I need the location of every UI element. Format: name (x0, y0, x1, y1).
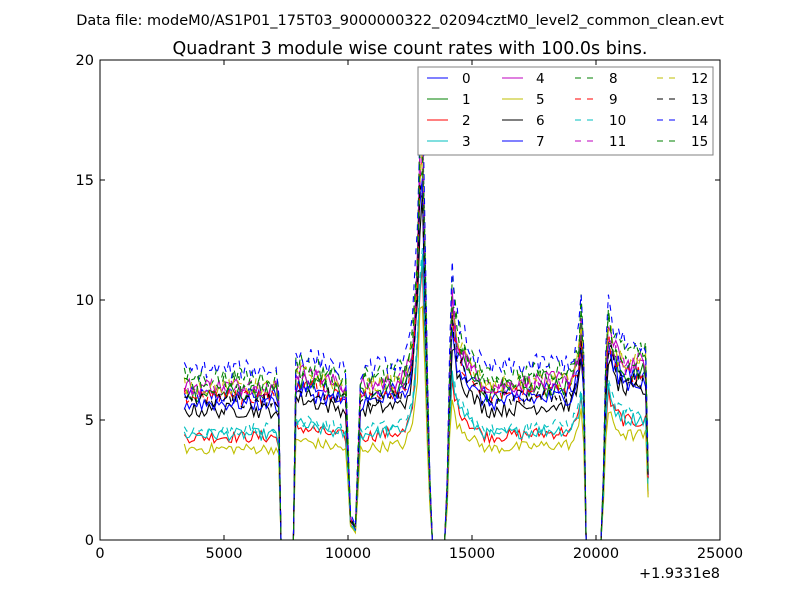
legend-label-1: 1 (462, 92, 471, 108)
legend-label-8: 8 (609, 71, 618, 87)
legend-label-5: 5 (536, 92, 545, 108)
series-line-9 (183, 149, 649, 540)
series-line-11 (183, 134, 649, 540)
y-tick-label: 5 (85, 413, 94, 429)
x-tick-label: 5000 (206, 546, 243, 562)
x-offset-label: +1.9331e8 (639, 566, 720, 582)
x-tick-label: 0 (95, 546, 104, 562)
legend-label-11: 11 (609, 134, 626, 150)
series-line-10 (183, 247, 649, 540)
legend-label-12: 12 (691, 71, 708, 87)
suptitle: Data file: modeM0/AS1P01_175T03_90000003… (76, 13, 724, 29)
series-line-12 (183, 147, 649, 540)
series-line-8 (183, 112, 649, 540)
legend-label-10: 10 (609, 113, 626, 129)
y-tick-label: 10 (76, 293, 94, 309)
legend-label-14: 14 (691, 113, 708, 129)
x-tick-label: 25000 (697, 546, 743, 562)
y-tick-label: 20 (76, 53, 94, 69)
series-layer (183, 82, 649, 540)
series-line-15 (184, 151, 649, 540)
legend-label-9: 9 (609, 92, 618, 108)
legend-label-3: 3 (462, 134, 471, 150)
legend-label-6: 6 (536, 113, 545, 129)
legend-label-7: 7 (536, 134, 545, 150)
x-tick-label: 10000 (325, 546, 371, 562)
y-tick-label: 0 (85, 533, 94, 549)
legend-label-0: 0 (462, 71, 471, 87)
legend-label-15: 15 (691, 134, 708, 150)
series-line-3 (183, 255, 649, 540)
series-line-13 (184, 184, 649, 540)
legend-label-4: 4 (536, 71, 545, 87)
series-line-5 (183, 305, 649, 540)
legend-box (417, 66, 714, 156)
x-tick-label: 15000 (449, 546, 495, 562)
y-tick-label: 15 (76, 173, 94, 189)
x-tick-label: 20000 (573, 546, 619, 562)
legend-label-13: 13 (691, 92, 708, 108)
chart-title: Quadrant 3 module wise count rates with … (173, 39, 648, 59)
legend-label-2: 2 (462, 113, 471, 129)
